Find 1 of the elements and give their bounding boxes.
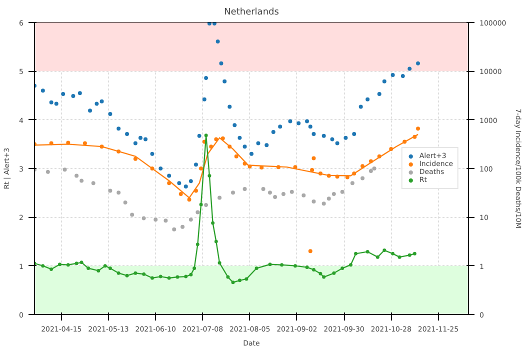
- chart-title: Netherlands: [224, 8, 280, 18]
